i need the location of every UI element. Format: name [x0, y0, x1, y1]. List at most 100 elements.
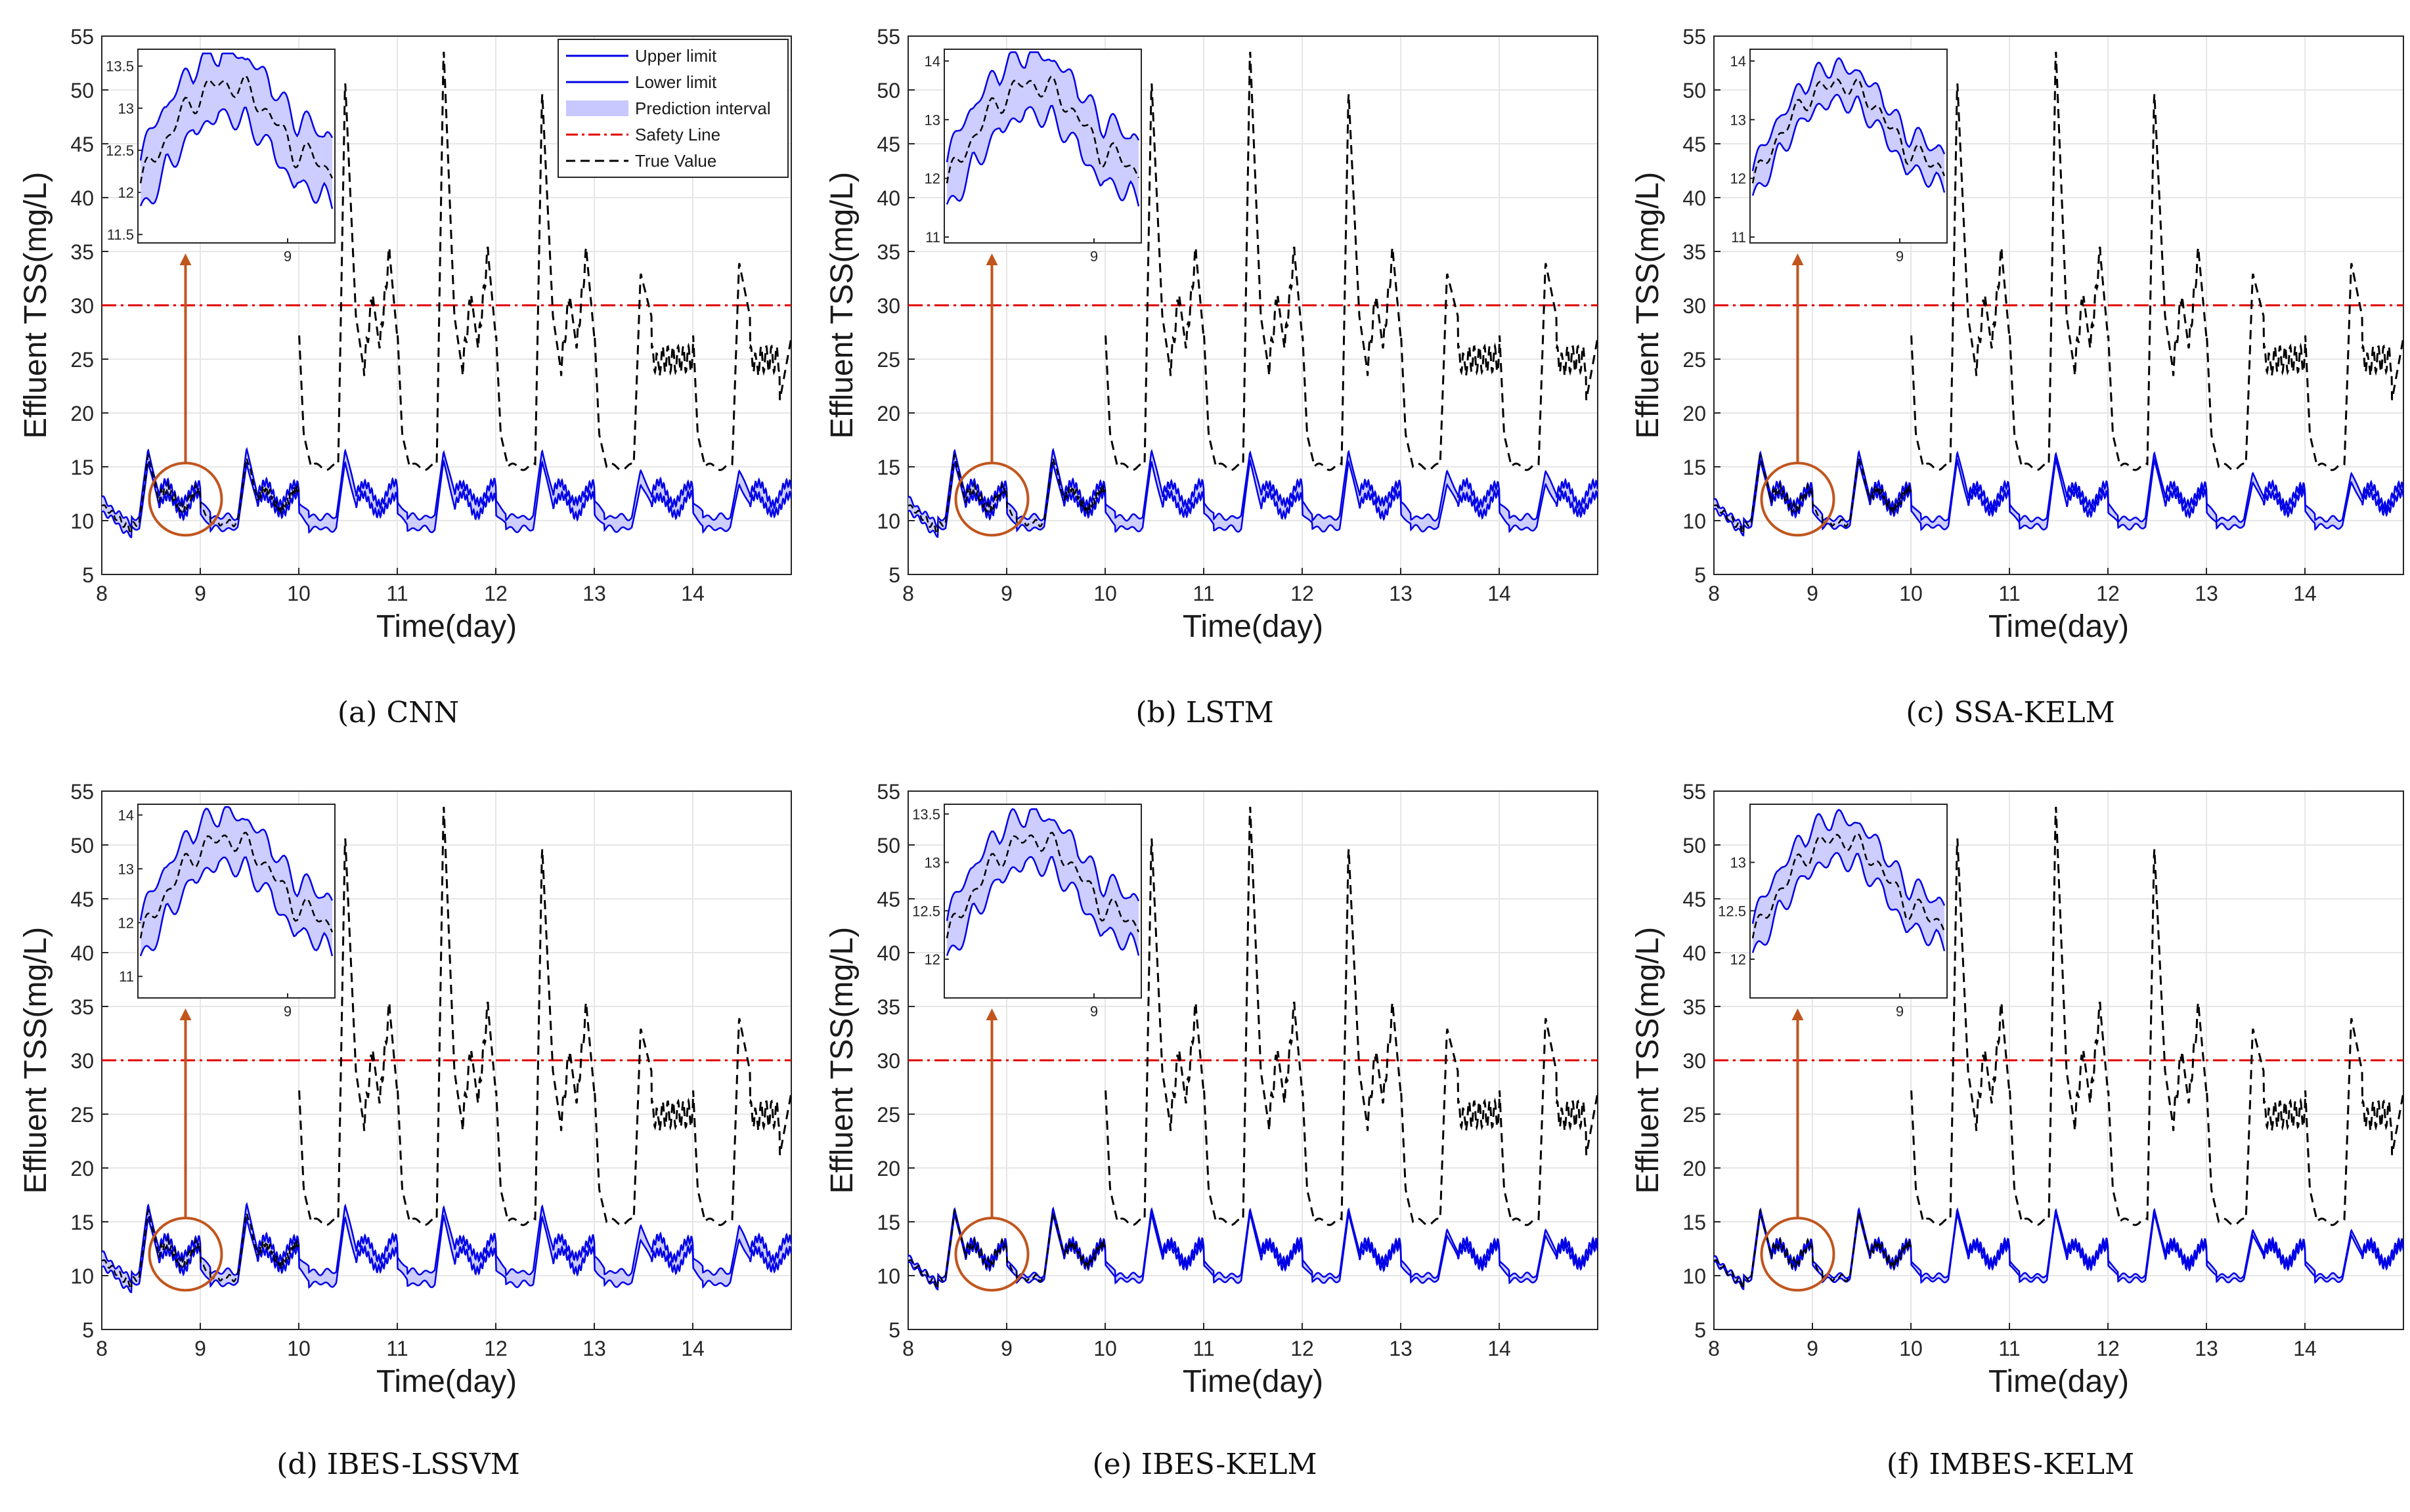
inset-y-tick-label: 14	[118, 807, 134, 823]
y-tick-label: 25	[70, 1103, 94, 1127]
inset-x-tick-label: 9	[1090, 248, 1098, 265]
x-tick-label: 14	[2293, 1337, 2317, 1360]
legend-label: Upper limit	[635, 46, 717, 66]
y-tick-label: 10	[1682, 509, 1706, 533]
inset-y-tick-label: 12	[1730, 951, 1746, 968]
y-tick-label: 55	[1682, 25, 1706, 49]
inset-prediction-interval	[1753, 58, 1944, 196]
legend-label: Lower limit	[635, 72, 717, 92]
legend-label: Safety Line	[635, 125, 720, 144]
legend-label: Prediction interval	[635, 98, 771, 118]
lower-limit-line	[908, 458, 1598, 538]
y-axis-label: Effluent TSS(mg/L)	[1631, 927, 1665, 1194]
y-tick-label: 10	[877, 1264, 900, 1288]
y-tick-label: 5	[888, 563, 900, 587]
inset-x-tick-label: 9	[1090, 1003, 1098, 1020]
inset-upper-limit	[1751, 57, 1946, 171]
chart-e: 5 10 15 20 25 30 35 40 45 50 55 8 9 10 11 12 13 14 Time(da…	[825, 780, 1598, 1399]
x-tick-label: 13	[582, 1337, 606, 1360]
legend-entry: True Value	[566, 151, 716, 171]
y-tick-label: 15	[70, 456, 94, 479]
legend-entry: Upper limit	[566, 46, 717, 66]
inset-y-tick-label: 13.5	[106, 58, 134, 75]
inset-y-tick-label: 12	[925, 171, 940, 187]
inset-lower-limit	[1751, 852, 1946, 953]
x-tick-label: 10	[1899, 1337, 1923, 1360]
x-tick-label: 9	[1807, 582, 1818, 605]
x-tick-label: 13	[1389, 1337, 1413, 1360]
x-tick-label: 9	[1001, 1337, 1013, 1360]
y-tick-label: 55	[1682, 780, 1706, 804]
y-tick-label: 40	[877, 186, 900, 210]
caption-c: (c) SSA-KELM	[1906, 696, 2115, 729]
inset-prediction-interval	[947, 809, 1139, 956]
inset-b: 11 12 13 14 9	[925, 49, 1142, 265]
panel-c: 5 10 15 20 25 30 35 40 45 50 55 8 9 10 11 12 13 14 Time(da…	[1609, 0, 2410, 755]
x-axis-label: Time(day)	[376, 609, 517, 644]
y-tick-label: 40	[877, 941, 900, 965]
legend-label: True Value	[635, 151, 716, 171]
panel-e: 5 10 15 20 25 30 35 40 45 50 55 8 9 10 11 12 13 14 Time(da…	[803, 755, 1606, 1510]
zoom-arrow-head	[986, 253, 998, 265]
y-tick-label: 35	[1682, 240, 1706, 264]
inset-true-value	[1751, 832, 1946, 939]
zoom-arrow-head	[1791, 1008, 1804, 1020]
inset-upper-limit	[946, 808, 1140, 921]
inset-lower-limit	[1751, 93, 1946, 196]
true-value-early	[908, 454, 1106, 534]
x-axis-label: Time(day)	[1183, 1364, 1323, 1399]
y-tick-label: 5	[82, 563, 94, 587]
inset-x-tick-label: 9	[284, 1003, 292, 1020]
inset-y-tick-label: 13	[925, 855, 940, 871]
inset-upper-limit	[946, 51, 1140, 163]
inset-y-tick-label: 13	[1730, 112, 1746, 128]
x-tick-label: 14	[1487, 1337, 1511, 1360]
x-tick-label: 8	[1708, 1337, 1720, 1360]
y-axis-label: Effluent TSS(mg/L)	[1631, 172, 1665, 439]
y-tick-label: 30	[1682, 294, 1706, 318]
panel-d: 5 10 15 20 25 30 35 40 45 50 55 8 9 10 11 12 13 14 Time(da…	[0, 755, 800, 1510]
lower-limit-line	[1714, 457, 2403, 537]
true-value-line	[1105, 51, 1598, 471]
y-tick-label: 15	[877, 1211, 900, 1234]
y-tick-label: 45	[1682, 133, 1706, 156]
lower-limit-line	[102, 459, 791, 538]
chart-c: 5 10 15 20 25 30 35 40 45 50 55 8 9 10 11 12 13 14 Time(da…	[1631, 25, 2404, 644]
inset-y-tick-label: 11	[1731, 229, 1746, 246]
y-axis-label: Effluent TSS(mg/L)	[18, 172, 53, 439]
inset-y-tick-label: 12.5	[1718, 903, 1746, 919]
panel-a: 5 10 15 20 25 30 35 40 45 50 55 8 9 10 11 12 13 14 Time(da…	[0, 0, 800, 755]
x-axis-label: Time(day)	[1988, 609, 2129, 644]
x-tick-label: 13	[2195, 582, 2218, 605]
y-tick-label: 20	[1682, 402, 1706, 425]
y-tick-label: 35	[877, 240, 900, 264]
true-value-line	[1105, 806, 1598, 1226]
y-tick-label: 10	[70, 509, 94, 533]
true-value-early	[908, 1209, 1106, 1289]
inset-y-tick-label: 12	[1730, 171, 1746, 187]
x-tick-label: 11	[1998, 582, 2020, 605]
y-tick-label: 10	[877, 509, 900, 533]
y-tick-label: 50	[1682, 834, 1706, 857]
inset-x-tick-label: 9	[284, 248, 292, 265]
inset-e: 12 12.5 13 13.5 9	[912, 804, 1142, 1020]
inset-true-value	[1751, 78, 1946, 184]
lower-limit-line	[908, 1211, 1598, 1291]
caption-d: (d) IBES-LSSVM	[276, 1448, 520, 1481]
x-tick-label: 12	[484, 1337, 508, 1360]
inset-prediction-interval	[947, 52, 1139, 207]
legend-entry: Safety Line	[566, 125, 720, 144]
x-tick-label: 11	[1998, 1337, 2020, 1360]
y-tick-label: 25	[1682, 348, 1706, 372]
inset-y-tick-label: 13.5	[912, 806, 940, 823]
y-tick-label: 40	[1682, 941, 1706, 965]
y-tick-label: 55	[70, 25, 94, 49]
y-tick-label: 15	[1682, 456, 1706, 479]
x-tick-label: 8	[96, 1337, 108, 1360]
true-value-early	[102, 454, 300, 534]
lower-limit-line	[102, 1214, 791, 1293]
plot-area	[908, 51, 1598, 538]
inset-true-value	[139, 75, 334, 184]
inset-y-tick-label: 11.5	[107, 227, 134, 243]
plot-area	[102, 806, 791, 1293]
